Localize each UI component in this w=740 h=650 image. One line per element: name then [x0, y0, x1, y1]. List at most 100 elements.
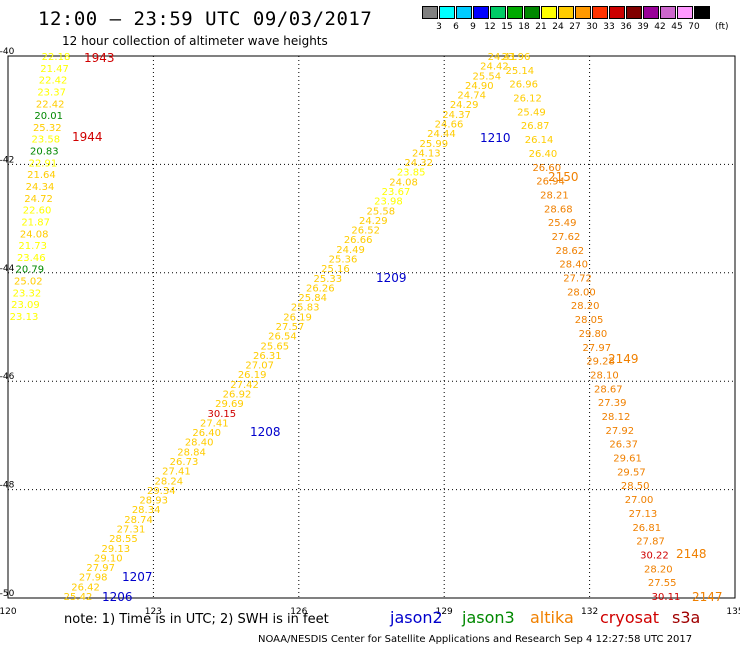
- legend-swatch: [490, 6, 506, 19]
- swh-value-label: 21.73: [18, 241, 47, 252]
- plot-frame: [7, 55, 736, 599]
- swh-value-label: 26.40: [192, 428, 221, 439]
- swh-value-label: 28.20: [571, 301, 600, 312]
- swh-value-label: 26.19: [283, 312, 312, 323]
- swh-value-label: 28.05: [575, 315, 604, 326]
- swh-value-label: 27.42: [230, 380, 259, 391]
- legend-tick-label: 33: [603, 22, 615, 32]
- legend-tick-label: 30: [586, 22, 598, 32]
- swh-value-label: 25.54: [473, 71, 502, 82]
- swh-value-label: 22.42: [39, 76, 68, 87]
- legend-swatch: [473, 6, 489, 19]
- swh-value-label: 27.13: [629, 509, 658, 520]
- swh-value-label: 27.92: [606, 426, 635, 437]
- swh-value-label: 27.41: [162, 467, 191, 478]
- legend-swatch: [524, 6, 540, 19]
- swh-value-label: 25.42: [64, 592, 93, 603]
- swh-value-label: 27.97: [582, 343, 611, 354]
- swh-value-label: 25.65: [261, 341, 290, 352]
- swh-value-label: 27.57: [276, 322, 305, 333]
- page-subtitle: 12 hour collection of altimeter wave hei…: [62, 34, 328, 48]
- swh-value-label: 27.31: [117, 525, 146, 536]
- swh-value-label: 25.49: [548, 218, 577, 229]
- swh-value-label: 23.09: [11, 300, 40, 311]
- swh-value-label: 24.08: [20, 229, 49, 240]
- swh-value-label: 27.97: [86, 563, 115, 574]
- swh-value-label: 27.41: [200, 418, 229, 429]
- swh-value-label: 26.14: [525, 135, 554, 146]
- swh-value-label: 27.87: [636, 537, 665, 548]
- swh-value-label: 24.72: [24, 194, 53, 205]
- swh-value-label: 29.10: [94, 553, 123, 564]
- lat-tick-label: -50: [0, 589, 15, 599]
- swh-value-label: 23.98: [374, 197, 403, 208]
- legend-tick-label: 18: [518, 22, 530, 32]
- legend-swatch: [507, 6, 523, 19]
- swh-value-label: 26.87: [521, 121, 550, 132]
- swh-value-label: 28.20: [644, 564, 673, 575]
- swh-value-label: 28.50: [621, 481, 650, 492]
- note-text: note: 1) Time is in UTC; 2) SWH is in fe…: [64, 612, 329, 627]
- legend-tick-label: 45: [671, 22, 683, 32]
- legend-tick-label: 27: [569, 22, 581, 32]
- swh-value-label: 22.42: [36, 99, 65, 110]
- swh-value-label: 25.33: [314, 274, 343, 285]
- legend-tick-label: 12: [484, 22, 496, 32]
- legend-tick-label: 36: [620, 22, 632, 32]
- swh-value-label: 26.19: [238, 370, 267, 381]
- swh-value-label: 24.29: [450, 100, 479, 111]
- swh-value-label: 28.93: [139, 496, 168, 507]
- swh-value-label: 28.68: [544, 204, 573, 215]
- legend-tick-label: 39: [637, 22, 649, 32]
- color-scale-legend: 3 6 9 12 15 18 21 24 27 30 33 36 39 42 45 70 (ft): [422, 6, 732, 34]
- legend-swatch: [422, 6, 438, 19]
- legend-swatch: [677, 6, 693, 19]
- credit-line: NOAA/NESDIS Center for Satellite Applica…: [258, 634, 693, 645]
- swh-value-label: 30.11: [652, 592, 681, 603]
- legend-tick-label: 6: [453, 22, 459, 32]
- swh-value-label: 30.15: [208, 409, 237, 420]
- swh-value-label: 26.94: [536, 177, 565, 188]
- swh-value-label: 26.40: [529, 149, 558, 160]
- time-label: 1206: [102, 590, 133, 604]
- satellite-label-s3a: s3a: [672, 608, 701, 627]
- swh-value-label: 24.29: [359, 216, 388, 227]
- swh-value-label: 25.49: [517, 107, 546, 118]
- legend-tick-label: 3: [436, 22, 442, 32]
- legend-tick-label: 24: [552, 22, 564, 32]
- swh-value-label: 26.37: [609, 440, 638, 451]
- time-label: 1207: [122, 570, 153, 584]
- legend-swatch: [575, 6, 591, 19]
- swh-value-label: 24.41: [488, 52, 517, 63]
- time-label: 2147: [692, 590, 723, 604]
- swh-value-label: 20.83: [30, 147, 59, 158]
- swh-value-label: 26.52: [351, 226, 380, 237]
- swh-value-label: 21.87: [21, 217, 50, 228]
- time-label: 2150: [548, 170, 579, 184]
- swh-value-label: 26.96: [509, 80, 538, 91]
- satellite-label-jason3: jason3: [462, 608, 515, 627]
- satellite-label-jason2: jason2: [390, 608, 443, 627]
- swh-value-label: 28.67: [594, 384, 623, 395]
- swh-value-label: 22.18: [42, 52, 71, 63]
- swh-value-label: 26.42: [71, 582, 100, 593]
- legend-swatch: [694, 6, 710, 19]
- swh-value-label: 29.57: [617, 467, 646, 478]
- legend-swatch: [626, 6, 642, 19]
- swh-value-label: 25.32: [33, 123, 62, 134]
- swh-value-label: 25.16: [321, 264, 350, 275]
- swh-value-label: 28.74: [124, 515, 153, 526]
- lat-tick-label: -44: [0, 264, 15, 274]
- swh-value-label: 23.85: [397, 168, 426, 179]
- swh-value-label: 30.22: [640, 550, 669, 561]
- legend-tick-label: 70: [688, 22, 700, 32]
- swh-value-label: 28.12: [602, 412, 631, 423]
- swh-value-label: 27.62: [552, 232, 581, 243]
- legend-swatch: [541, 6, 557, 19]
- swh-value-label: 26.31: [253, 351, 282, 362]
- swh-value-label: 24.66: [435, 120, 464, 131]
- time-label: 1210: [480, 131, 511, 145]
- swh-value-label: 29.80: [579, 329, 608, 340]
- swh-value-label: 28.40: [559, 260, 588, 271]
